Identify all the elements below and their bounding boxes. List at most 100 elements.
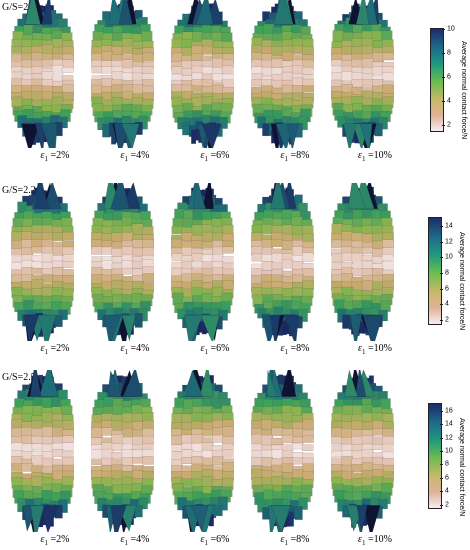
rose-petal <box>21 413 34 423</box>
rose-petal <box>271 46 284 56</box>
rose-petal <box>191 85 204 93</box>
colorbar: 10 8 6 4 2 Average normal contact force/N <box>430 26 470 158</box>
rose-diagram <box>0 370 80 532</box>
rose-petal <box>218 116 228 129</box>
strain-label: ε1 =2% <box>40 150 70 163</box>
rose-petal <box>371 66 384 75</box>
rose-petal <box>21 52 34 61</box>
colorbar-tick-mark <box>440 241 443 243</box>
rose-spike <box>356 505 368 532</box>
rose-petal <box>214 504 223 517</box>
rose-spike <box>199 370 215 397</box>
rose-spike <box>121 314 136 341</box>
rose-petal <box>111 247 124 258</box>
rose-petal <box>31 476 44 488</box>
colorbar-tick-mark <box>440 477 443 479</box>
strain-label: ε1 =6% <box>200 343 230 356</box>
rose-petal <box>31 443 44 451</box>
rose-petal <box>261 470 273 479</box>
rose-petal <box>12 217 24 228</box>
rose-petal <box>171 413 184 425</box>
rose-diagram-graphic <box>330 0 395 148</box>
colorbar-tick-label: 4 <box>445 487 449 495</box>
colorbar-tick-label: 8 <box>447 49 451 57</box>
colorbar-title: Average normal contact force/N <box>460 40 467 140</box>
rose-spike <box>273 0 294 25</box>
rose-petal <box>271 262 284 269</box>
rose-petal <box>251 433 263 445</box>
rose-diagram <box>80 183 160 341</box>
rose-petal <box>111 232 124 243</box>
rose-spike <box>184 370 203 397</box>
rose-petal <box>10 463 23 472</box>
rose-petal <box>132 239 144 249</box>
rose-petal <box>62 420 74 431</box>
rose-petal <box>61 442 74 452</box>
rose-petal <box>11 231 23 242</box>
colorbar-tick-label: 14 <box>445 222 453 230</box>
rose-petal <box>371 444 384 451</box>
rose-diagram <box>240 0 320 148</box>
rose-petal <box>271 449 284 459</box>
rose-petal <box>302 418 314 430</box>
rose-petal <box>351 436 364 447</box>
rose-petal <box>41 466 54 474</box>
rose-petal <box>21 451 34 461</box>
colorbar-tick-mark <box>440 272 443 274</box>
rose-petal <box>302 435 314 443</box>
rose-petal <box>111 443 124 452</box>
rose-petal <box>21 463 34 472</box>
rose-petal <box>261 274 274 283</box>
rose-petal <box>52 245 64 256</box>
rose-petal <box>342 314 351 329</box>
rose-spike <box>271 505 291 532</box>
rose-petal <box>31 435 44 444</box>
colorbar-tick-mark <box>440 464 443 466</box>
rose-petal <box>111 420 124 431</box>
rose-petal <box>192 210 204 221</box>
rose-petal <box>181 443 194 450</box>
rose-petal <box>371 225 384 234</box>
rose-petal <box>51 260 64 268</box>
rose-petal <box>382 428 395 437</box>
rose-petal <box>281 233 294 242</box>
rose-spike <box>118 0 133 25</box>
rose-petal <box>41 274 54 283</box>
rose-spike <box>41 123 58 148</box>
rose-petal <box>171 253 184 261</box>
rose-petal <box>132 456 144 464</box>
rose-diagram <box>160 0 240 148</box>
rose-petal <box>212 57 224 69</box>
rose-petal <box>331 457 343 466</box>
rose-petal <box>331 80 343 88</box>
rose-petal <box>292 457 304 465</box>
rose-petal <box>62 246 74 256</box>
rose-spike <box>21 123 40 148</box>
rose-spike <box>355 0 369 25</box>
rose-petal <box>21 254 34 261</box>
rose-spike <box>35 123 46 148</box>
rose-diagram <box>160 183 240 341</box>
rose-petal <box>281 259 294 269</box>
rose-petal <box>41 426 54 438</box>
rose-spike <box>190 505 209 532</box>
rose-petal <box>381 72 394 81</box>
rose-petal <box>181 91 193 100</box>
rose-petal <box>331 59 343 67</box>
colorbar-tick-label: 16 <box>445 407 453 415</box>
rose-spike <box>30 505 45 532</box>
rose-petal <box>138 497 148 510</box>
rose-diagram <box>320 183 400 341</box>
strain-label: ε1 =6% <box>200 150 230 163</box>
rose-petal <box>11 46 23 54</box>
rose-petal <box>21 443 34 453</box>
rose-petal <box>52 232 64 241</box>
rose-petal <box>361 58 374 68</box>
colorbar-tick-mark <box>440 410 443 412</box>
colorbar-tick-mark <box>440 288 443 290</box>
rose-petal <box>372 456 384 466</box>
colorbar-tick-mark <box>440 304 443 306</box>
rose-spike <box>41 0 53 25</box>
rose-petal <box>382 52 395 61</box>
rose-petal <box>281 270 294 278</box>
